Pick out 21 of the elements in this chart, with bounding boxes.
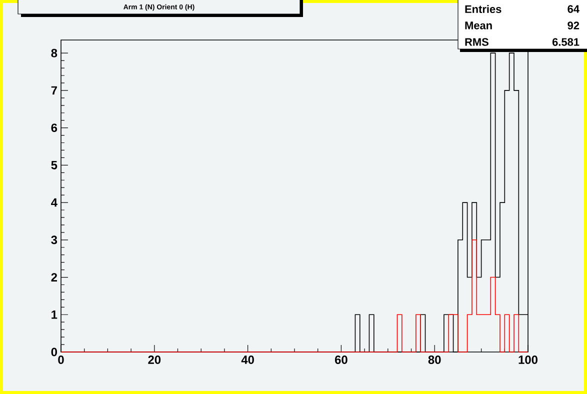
x-tick-label: 40 (241, 356, 254, 364)
x-tick-label: 60 (334, 356, 348, 364)
y-tick-label: 1 (52, 310, 58, 319)
text: Mean (465, 22, 492, 30)
text: 92 (568, 22, 580, 30)
annotation: RMS (465, 38, 488, 46)
x-tick-label: 20 (148, 356, 161, 364)
x-tick-label: 80 (428, 356, 441, 364)
text: 6.581 (552, 38, 580, 46)
y-tick-label: 4 (51, 198, 58, 207)
x-tick-label: 0 (58, 356, 64, 364)
y-tick-label: 3 (51, 236, 58, 244)
y-tick-label: 5 (51, 161, 58, 170)
y-tick-label: 0 (51, 348, 57, 356)
y-tick-label: 7 (51, 86, 57, 95)
text: 64 (568, 5, 580, 13)
text: Entries (465, 4, 502, 14)
y-tick-label: 6 (51, 124, 58, 132)
y-tick-label: 2 (51, 273, 58, 282)
x-tick-label: 100 (518, 356, 538, 364)
y-tick-label: 8 (51, 48, 58, 58)
